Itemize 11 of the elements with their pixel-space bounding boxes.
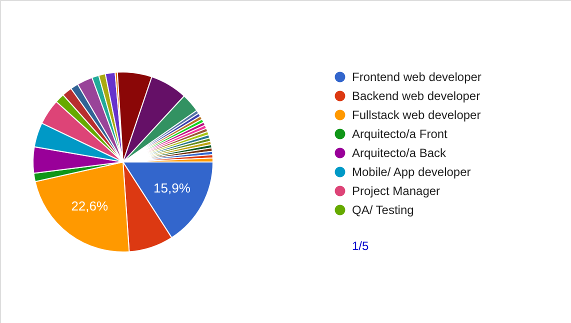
legend-label: Frontend web developer <box>352 70 482 84</box>
legend-label: Backend web developer <box>352 89 480 103</box>
data-label: 22,6% <box>71 198 108 214</box>
legend-label: Fullstack web developer <box>352 108 481 122</box>
legend-label: Arquitecto/a Back <box>352 146 448 160</box>
legend-label: QA/ Testing <box>352 203 414 217</box>
data-label: 15,9% <box>154 180 191 196</box>
legend-label: Arquitecto/a Front <box>352 127 448 141</box>
legend-label: Mobile/ App developer <box>352 165 471 179</box>
text: 1/5 <box>352 239 370 253</box>
legend-label: Project Manager <box>352 184 440 198</box>
